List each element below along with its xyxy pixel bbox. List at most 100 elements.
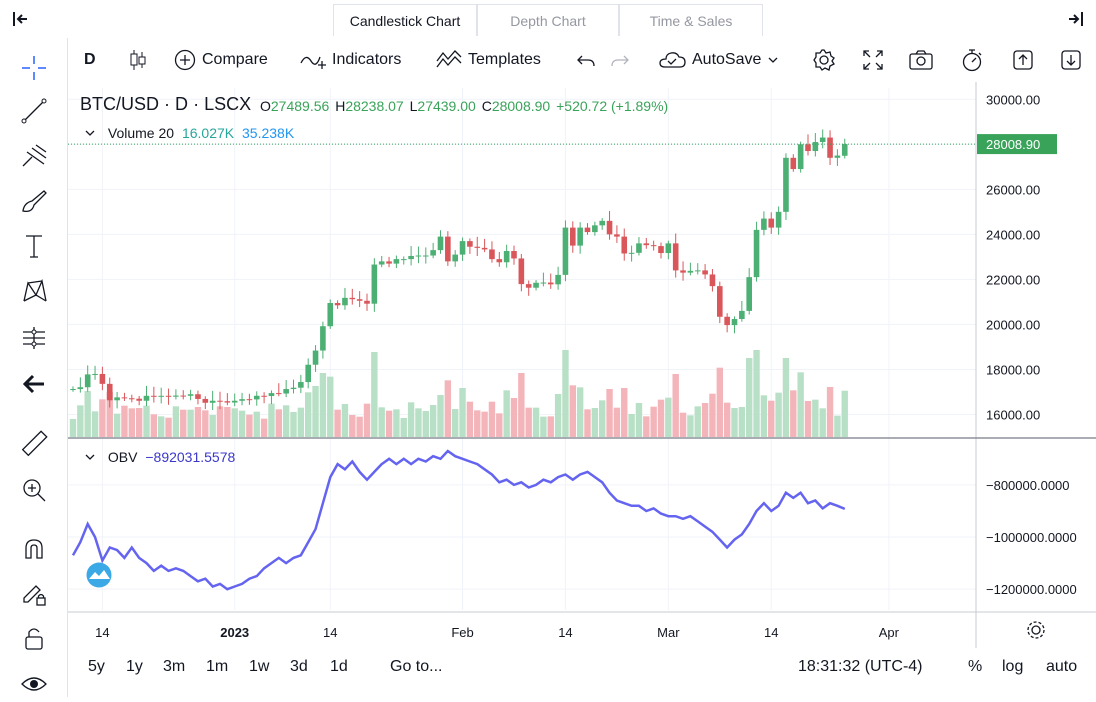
range-5y[interactable]: 5y: [88, 658, 105, 675]
candle-body: [599, 220, 605, 226]
volume-bar: [224, 407, 231, 437]
publish-button[interactable]: [1012, 42, 1034, 78]
templates-button[interactable]: Templates: [436, 42, 541, 78]
y-tick-label: 26000.00: [986, 182, 1040, 197]
volume-bar: [99, 399, 106, 437]
snapshot-button[interactable]: [908, 42, 934, 78]
crosshair-tool[interactable]: [16, 50, 52, 86]
volume-bar: [746, 358, 753, 437]
range-1m[interactable]: 1m: [206, 658, 229, 675]
upload-icon: [1013, 50, 1033, 70]
candle-body: [621, 236, 628, 254]
compare-button[interactable]: Compare: [174, 42, 268, 78]
chevron-down-icon[interactable]: [84, 128, 96, 138]
axis-settings-icon[interactable]: [1027, 621, 1045, 639]
volume-bar: [238, 410, 246, 437]
volume-bar: [319, 373, 327, 437]
volume-bar: [503, 390, 510, 437]
ruler-tool[interactable]: [16, 426, 52, 462]
forecast-tool[interactable]: [16, 320, 52, 356]
range-3d[interactable]: 3d: [290, 658, 308, 675]
volume-bar: [650, 406, 657, 437]
text-tool[interactable]: [16, 228, 52, 264]
candle-body: [518, 258, 525, 285]
candle-body: [775, 211, 782, 228]
volume-bar: [496, 413, 503, 437]
candle-body: [231, 400, 238, 403]
auto-toggle[interactable]: auto: [1046, 658, 1078, 675]
volume-bar: [209, 415, 216, 437]
redo-button[interactable]: [610, 42, 630, 78]
volume-bar: [180, 409, 187, 437]
volume-bar: [363, 403, 371, 437]
interval-button[interactable]: D: [84, 51, 96, 68]
tab-time-and-sales[interactable]: Time & Sales: [619, 4, 763, 36]
candle-body: [430, 250, 436, 256]
candle-body: [268, 393, 275, 397]
lock-draw-tool[interactable]: [16, 576, 52, 612]
hide-tool[interactable]: [16, 666, 52, 702]
candle-body: [298, 382, 304, 388]
volume-bar: [69, 419, 77, 437]
x-tick-label: 14: [558, 625, 572, 640]
candle-body: [312, 350, 319, 365]
range-1w[interactable]: 1w: [249, 658, 270, 675]
log-toggle[interactable]: log: [1002, 658, 1024, 675]
collapse-left-icon[interactable]: [12, 11, 30, 27]
magnet-icon: [25, 539, 43, 559]
collapse-right-icon[interactable]: [1066, 11, 1084, 27]
indicators-button[interactable]: Indicators: [300, 42, 401, 78]
download-icon: [1061, 50, 1081, 70]
autosave-button[interactable]: AutoSave: [658, 42, 779, 78]
candle-body: [187, 394, 194, 396]
trendline-tool[interactable]: [16, 93, 52, 129]
candle-body: [841, 144, 848, 156]
candle-body: [511, 251, 517, 259]
legend-interval: D: [175, 94, 189, 114]
fullscreen-button[interactable]: [862, 42, 884, 78]
tab-candlestick-chart[interactable]: Candlestick Chart: [333, 4, 477, 36]
replay-button[interactable]: [960, 42, 984, 78]
symbol-name[interactable]: BTC/USD: [80, 94, 160, 114]
volume-bar: [481, 411, 488, 437]
candle-body: [739, 310, 745, 320]
range-1y[interactable]: 1y: [126, 658, 143, 675]
candle-body: [672, 243, 679, 271]
lock-tool[interactable]: [16, 620, 52, 656]
tab-depth-chart[interactable]: Depth Chart: [477, 4, 619, 36]
undo-button[interactable]: [576, 42, 596, 78]
range-3m[interactable]: 3m: [163, 658, 186, 675]
percent-toggle[interactable]: %: [968, 658, 983, 675]
volume-value-2: 35.238K: [242, 125, 295, 141]
download-button[interactable]: [1060, 42, 1082, 78]
clock-display[interactable]: 18:31:32 (UTC-4): [798, 658, 923, 675]
range-1d[interactable]: 1d: [330, 658, 348, 675]
zoom-tool[interactable]: [16, 472, 52, 508]
pattern-tool[interactable]: [16, 273, 52, 309]
obv-label: OBV: [107, 449, 138, 465]
candle-body: [84, 374, 91, 388]
volume-bar: [290, 412, 297, 437]
candle-body: [834, 155, 841, 158]
chart-type-button[interactable]: [128, 42, 148, 78]
drawing-toolbar: [0, 38, 68, 697]
chart-area[interactable]: 30000.0028000.0026000.0024000.0022000.00…: [68, 82, 1096, 648]
chevron-down-icon[interactable]: [84, 452, 96, 462]
gear-icon-outer: [1027, 621, 1045, 639]
fib-tool[interactable]: [16, 138, 52, 174]
volume-bar: [466, 401, 474, 437]
candle-body: [496, 259, 503, 263]
volume-bar: [753, 350, 760, 437]
x-tick-label: Feb: [451, 625, 473, 640]
x-tick-label: 14: [764, 625, 778, 640]
high-label: H: [335, 98, 346, 114]
brush-tool[interactable]: [16, 183, 52, 219]
candle-body: [276, 393, 282, 395]
settings-button[interactable]: [812, 42, 836, 78]
goto-button[interactable]: Go to...: [390, 658, 443, 675]
volume-bar: [91, 411, 99, 437]
magnet-tool[interactable]: [16, 532, 52, 568]
candle-body: [400, 259, 407, 261]
back-arrow-tool[interactable]: [16, 366, 52, 402]
change-value: +520.72 (+1.89%): [556, 98, 669, 114]
